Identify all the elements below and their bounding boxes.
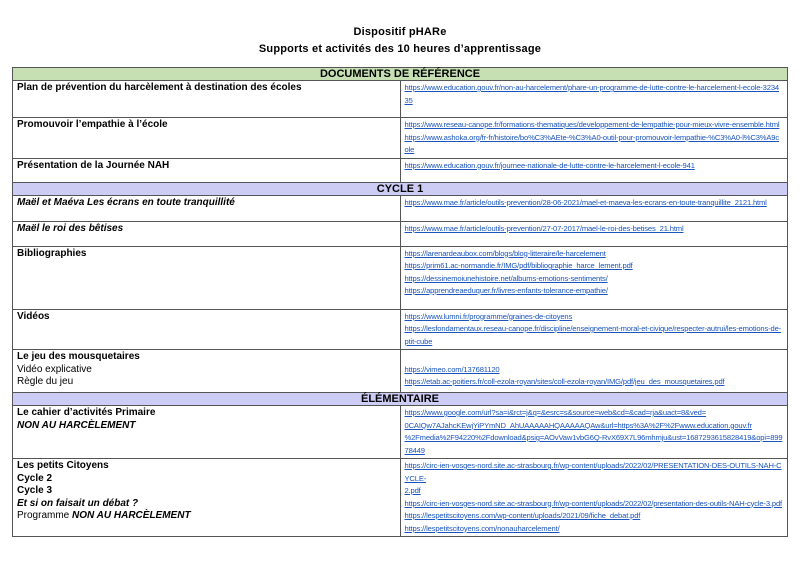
link[interactable]: https://larenardeaubox.com/blogs/blog-li… <box>404 248 606 258</box>
row-label: Présentation de la Journée NAH <box>12 157 401 183</box>
link[interactable]: https://www.reseau-canope.fr/formations-… <box>404 120 780 129</box>
link[interactable]: https://circ-ien-vosges-nord.site.ac-str… <box>404 498 783 508</box>
row-label: Le cahier d’activités Primaire <box>17 407 156 418</box>
link[interactable]: https://vimeo.com/137681120 <box>404 364 500 374</box>
link[interactable]: https://prim61.ac-normandie.fr/IMG/pdf/b… <box>404 261 633 270</box>
link[interactable]: https://lespetitscitoyens.com/nonauharce… <box>404 523 560 533</box>
section-header-cycle1: CYCLE 1 <box>12 181 788 196</box>
row-label: Vidéos <box>12 308 401 350</box>
resources-table: DOCUMENTS DE RÉFÉRENCE Plan de préventio… <box>12 67 788 537</box>
row-sublabel-italic: NON AU HARCÈLEMENT <box>72 510 191 521</box>
link[interactable]: 0CAIQw7AJahcKEwjYiPYmND_AhUAAAAAHQAAAAAQ… <box>404 420 753 430</box>
row-sublabel: Règle du jeu <box>17 376 74 387</box>
row-sublabel: Et si on faisait un débat ? <box>17 497 139 509</box>
link[interactable]: https://www.google.com/url?sa=i&rct=j&q=… <box>404 408 707 417</box>
link[interactable]: https://apprendreaeduquer.fr/livres-enfa… <box>404 286 608 295</box>
section-header-elementaire: ÉLÉMENTAIRE <box>12 392 788 406</box>
link[interactable]: https://circ-ien-vosges-nord.site.ac-str… <box>404 461 782 483</box>
row-label: Le jeu des mousquetaires <box>17 351 140 362</box>
row-sublabel: Programme <box>17 510 70 521</box>
link[interactable]: https://www.ashoka.org/fr-fr/histoire/bo… <box>404 132 780 155</box>
link[interactable]: https://www.lumni.fr/programme/graines-d… <box>404 311 573 321</box>
link[interactable]: https://www.mae.fr/article/outils-preven… <box>404 223 684 233</box>
row-label-italic: NON AU HARCÈLEMENT <box>17 419 136 431</box>
row-label: Les petits Citoyens <box>17 460 109 471</box>
link[interactable]: %2Fmedia%2F94220%2Fdownload&psig=AOvVaw1… <box>404 433 783 455</box>
row-label: Plan de prévention du harcèlement à dest… <box>12 80 401 118</box>
document-subtitle: Supports et activités des 10 heures d’ap… <box>258 43 542 55</box>
link[interactable]: https://lesfondamentaux.reseau-canope.fr… <box>404 324 782 346</box>
link[interactable]: https://dessinemoiunehistoire.net/albums… <box>404 273 608 283</box>
row-label: Maël le roi des bêtises <box>12 220 401 247</box>
row-label: Bibliographies <box>12 245 401 310</box>
row-label: Promouvoir l’empathie à l’école <box>12 117 401 159</box>
link[interactable]: https://etab.ac-poitiers.fr/coll-ezola-r… <box>404 377 725 386</box>
row-sublabel: Cycle 2 <box>17 472 53 484</box>
link[interactable]: 2.pdf <box>404 486 421 495</box>
link[interactable]: https://lespetitscitoyens.com/wp-content… <box>404 511 641 520</box>
section-header-documents: DOCUMENTS DE RÉFÉRENCE <box>12 67 788 81</box>
link[interactable]: https://www.education.gouv.fr/journee-na… <box>404 160 695 170</box>
link[interactable]: https://www.mae.fr/article/outils-preven… <box>404 197 767 207</box>
row-label: Maël et Maéva Les écrans en toute tranqu… <box>12 194 401 222</box>
link[interactable]: https://www.education.gouv.fr/non-au-har… <box>404 83 780 105</box>
row-sublabel: Vidéo explicative <box>17 363 92 375</box>
row-sublabel: Cycle 3 <box>17 485 53 496</box>
document-title: Dispositif pHARe <box>353 26 447 38</box>
